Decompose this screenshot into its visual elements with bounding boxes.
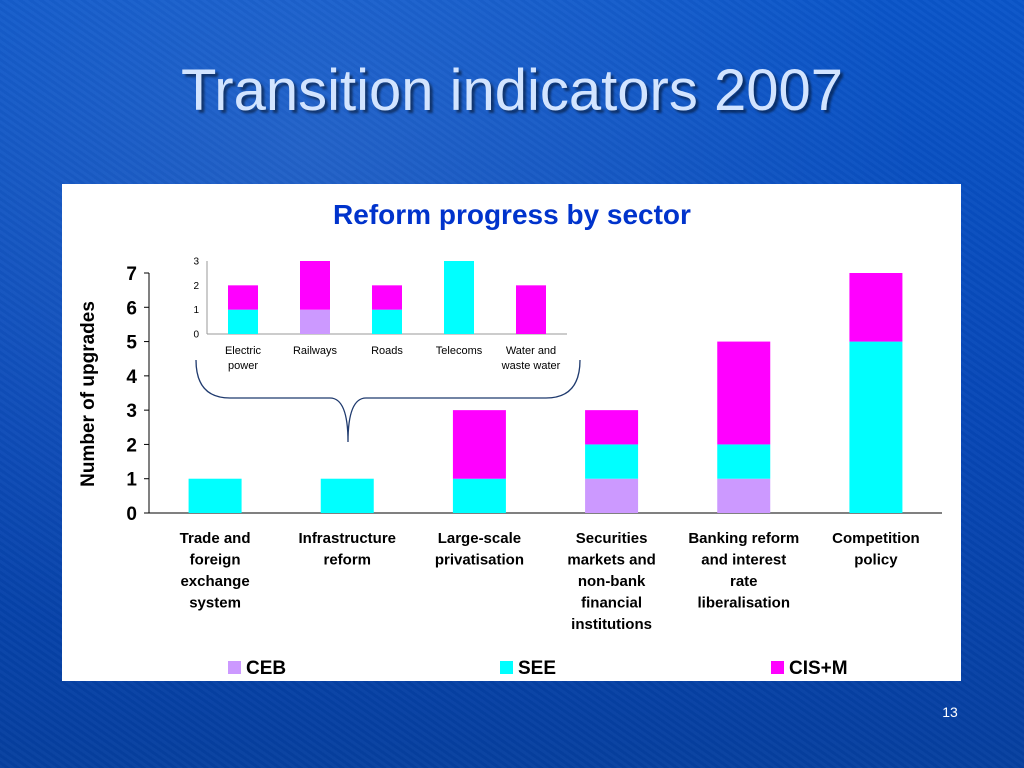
inset-x-tick-label-railways: Railways (293, 345, 338, 357)
inset-bar-see-roads (372, 309, 402, 334)
y-tick-label: 3 (126, 401, 137, 422)
bar-see-trade-and-foreign-exchange-system (188, 478, 242, 513)
y-axis-label: Number of upgrades (78, 301, 99, 487)
bar-cis-m-securities-markets-and-non-bank-financial-institutions (585, 410, 639, 445)
chart-panel: Reform progress by sector Number of upgr… (62, 184, 961, 681)
legend-swatch-cis-m (771, 661, 784, 674)
y-tick-label: 6 (126, 298, 137, 319)
bar-see-securities-markets-and-non-bank-financial-institutions (585, 444, 639, 479)
x-tick-label-trade-and-foreign-exchange-system: Trade and foreign exchange system (180, 530, 251, 612)
inset-y-tick-label: 1 (193, 305, 199, 316)
chart-title: Reform progress by sector (333, 199, 691, 230)
y-tick-label: 1 (126, 470, 137, 491)
bar-cis-m-banking-reform-and-interest-rate-liberalisation (717, 341, 771, 445)
inset-bar-cis-m-railways (300, 261, 330, 310)
bar-ceb-securities-markets-and-non-bank-financial-institutions (585, 478, 639, 513)
bar-see-competition-policy (849, 341, 903, 513)
legend-swatch-ceb (228, 661, 241, 674)
inset-bar-ceb-railways (300, 309, 330, 334)
inset-x-tick-label-roads: Roads (371, 345, 403, 357)
legend-swatch-see (500, 661, 513, 674)
inset-bar-see-telecoms (444, 261, 474, 334)
inset-y-tick-label: 2 (193, 281, 199, 292)
inset-bar-cis-m-roads (372, 285, 402, 310)
bar-cis-m-large-scale-privatisation (452, 410, 506, 479)
inset-bar-cis-m-electric-power (228, 285, 258, 310)
main-axes: 0 1 2 3 4 5 6 7 (126, 264, 942, 525)
legend-label-cis-m: CIS+M (789, 658, 848, 679)
bar-see-large-scale-privatisation (452, 478, 506, 513)
inset-bar-cis-m-water-and-waste-water (516, 285, 546, 334)
y-tick-label: 2 (126, 435, 137, 456)
x-tick-label-securities-markets-and-non-bank-financial-institutions: Securities markets and non-bank financial in… (567, 530, 655, 633)
y-tick-label: 4 (126, 367, 137, 388)
x-tick-label-infrastructure-reform: Infrastructure reform (298, 530, 396, 569)
x-tick-label-competition-policy: Competition policy (832, 530, 920, 569)
inset-brace (195, 359, 581, 443)
x-tick-label-large-scale-privatisation: Large-scale privatisation (435, 530, 524, 569)
inset-x-tick-label-water-and-waste-water: Water and waste water (501, 345, 561, 372)
x-tick-label-banking-reform-and-interest-rate-liberalisation: Banking reform and interest rate liberalisa… (688, 530, 799, 612)
inset-y-tick-label: 3 (193, 257, 199, 268)
y-tick-label: 5 (126, 333, 137, 354)
legend-label-ceb: CEB (246, 658, 286, 679)
bar-cis-m-competition-policy (849, 273, 903, 342)
y-tick-label: 0 (126, 504, 137, 525)
inset-x-tick-label-electric-power: Electric power (225, 345, 262, 372)
main-x-tick-labels: Trade and foreign exchange system Infrastruc… (180, 530, 920, 633)
y-tick-label: 7 (126, 264, 137, 285)
main-bars (188, 273, 903, 513)
inset-x-tick-label-telecoms: Telecoms (436, 345, 483, 357)
slide-number: 13 (942, 704, 958, 720)
legend: CEB SEE CIS+M (228, 658, 848, 679)
inset-chart-infrastructure: 0 1 2 3 Electric power Railways Roads Telecoms Wa… (193, 257, 567, 372)
slide-title: Transition indicators 2007 (181, 58, 843, 123)
bar-see-infrastructure-reform (320, 478, 374, 513)
bar-ceb-banking-reform-and-interest-rate-liberalisation (717, 478, 771, 513)
inset-bar-see-electric-power (228, 309, 258, 334)
legend-label-see: SEE (518, 658, 556, 679)
inset-y-tick-label: 0 (193, 330, 199, 341)
bar-see-banking-reform-and-interest-rate-liberalisation (717, 444, 771, 479)
reform-progress-chart: Reform progress by sector Number of upgr… (78, 199, 942, 679)
